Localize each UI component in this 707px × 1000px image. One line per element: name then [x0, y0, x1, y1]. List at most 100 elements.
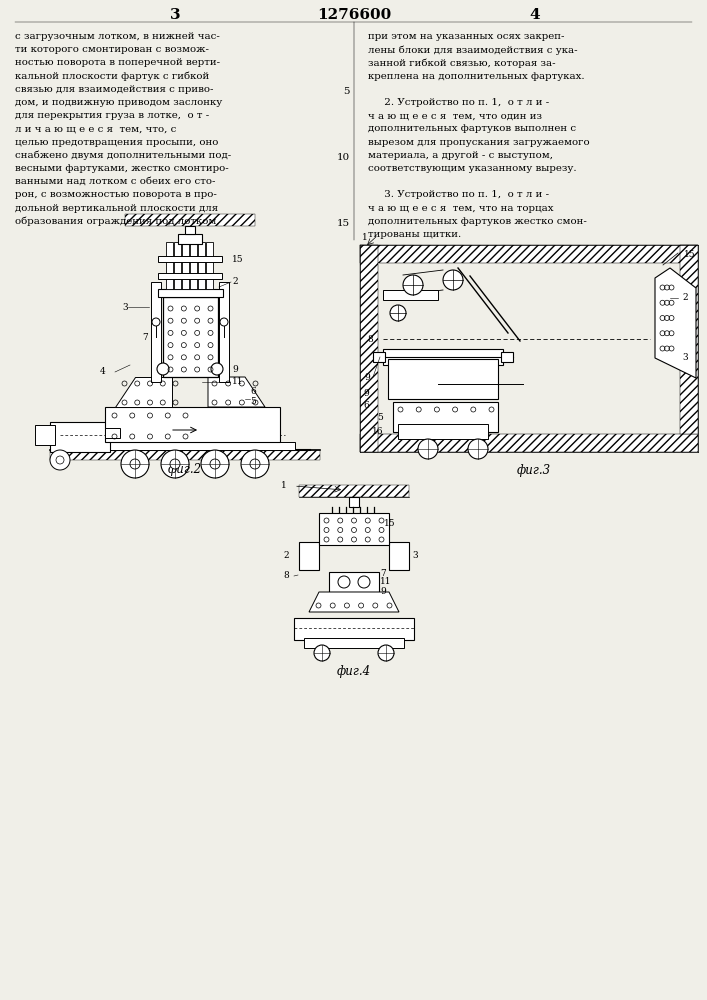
Text: с загрузочным лотком, в нижней час-: с загрузочным лотком, в нижней час-	[15, 32, 220, 41]
Circle shape	[201, 450, 229, 478]
Bar	[151, 282, 161, 382]
Bar	[501, 352, 513, 362]
Bar	[50, 422, 110, 452]
Text: 15: 15	[384, 518, 396, 528]
Text: 4: 4	[100, 367, 106, 376]
Text: 8: 8	[367, 334, 373, 344]
Text: ностью поворота в поперечной верти-: ностью поворота в поперечной верти-	[15, 58, 220, 67]
Circle shape	[157, 363, 169, 375]
Text: 9: 9	[364, 372, 370, 381]
Text: снабжено двумя дополнительными под-: снабжено двумя дополнительными под-	[15, 151, 231, 160]
Bar	[398, 424, 488, 439]
Bar	[680, 245, 698, 434]
Text: 3: 3	[682, 354, 688, 362]
Text: ч а ю щ е е с я  тем, что на торцах: ч а ю щ е е с я тем, что на торцах	[368, 204, 554, 213]
Text: ванными над лотком с обеих его сто-: ванными над лотком с обеих его сто-	[15, 177, 216, 186]
Text: 6: 6	[363, 401, 369, 410]
Text: 2: 2	[284, 552, 289, 560]
Bar	[158, 256, 222, 262]
Bar	[50, 450, 320, 460]
Text: связью для взаимодействия с приво-: связью для взаимодействия с приво-	[15, 85, 214, 94]
Text: 7: 7	[142, 332, 148, 342]
Text: весными фартуками, жестко смонтиро-: весными фартуками, жестко смонтиро-	[15, 164, 229, 173]
Text: дополнительных фартуков жестко смон-: дополнительных фартуков жестко смон-	[368, 217, 587, 226]
Text: 11: 11	[232, 377, 243, 386]
Bar	[35, 425, 55, 445]
Bar	[158, 289, 223, 297]
Bar	[178, 234, 202, 244]
Bar	[319, 513, 389, 545]
Circle shape	[210, 459, 220, 469]
Text: 9: 9	[363, 389, 369, 398]
Circle shape	[56, 456, 64, 464]
Text: 5: 5	[250, 397, 256, 406]
Bar	[360, 245, 378, 452]
Bar	[158, 273, 222, 279]
Polygon shape	[309, 592, 399, 612]
Bar	[383, 349, 503, 365]
Bar	[304, 638, 404, 648]
Text: 7: 7	[380, 570, 386, 578]
Text: 9: 9	[380, 587, 386, 596]
Circle shape	[121, 450, 149, 478]
Bar	[105, 428, 120, 438]
Text: 1: 1	[281, 481, 287, 489]
Circle shape	[468, 439, 488, 459]
Text: 15: 15	[232, 254, 244, 263]
Circle shape	[358, 576, 370, 588]
Text: лены блоки для взаимодействия с ука-: лены блоки для взаимодействия с ука-	[368, 45, 578, 55]
Bar	[105, 442, 295, 450]
Text: 6: 6	[250, 386, 256, 395]
Text: 5: 5	[377, 412, 383, 422]
Circle shape	[220, 318, 228, 326]
Text: 8: 8	[284, 572, 289, 580]
Bar	[360, 245, 698, 263]
Text: 3. Устройство по п. 1,  о т л и -: 3. Устройство по п. 1, о т л и -	[368, 190, 549, 199]
Circle shape	[50, 450, 70, 470]
Bar	[360, 434, 698, 452]
Text: 10: 10	[337, 153, 350, 162]
Text: 4: 4	[530, 8, 540, 22]
Text: 2: 2	[232, 277, 238, 286]
Text: рон, с возможностью поворота в про-: рон, с возможностью поворота в про-	[15, 190, 217, 199]
Text: фиг.4: фиг.4	[337, 665, 371, 678]
Text: образования ограждения под лотком,: образования ограждения под лотком,	[15, 217, 220, 226]
Text: 1276600: 1276600	[317, 8, 391, 22]
Text: при этом на указанных осях закреп-: при этом на указанных осях закреп-	[368, 32, 564, 41]
Text: кальной плоскости фартук с гибкой: кальной плоскости фартук с гибкой	[15, 72, 209, 81]
Bar	[182, 242, 189, 289]
Text: 3: 3	[170, 8, 180, 22]
Bar	[349, 497, 359, 507]
Bar	[163, 297, 218, 377]
Text: 5: 5	[344, 87, 350, 96]
Text: ти которого смонтирован с возмож-: ти которого смонтирован с возмож-	[15, 45, 209, 54]
Text: вырезом для пропускания загружаемого: вырезом для пропускания загружаемого	[368, 138, 590, 147]
Text: 9: 9	[232, 364, 238, 373]
Bar	[373, 352, 385, 362]
Text: занной гибкой связью, которая за-: занной гибкой связью, которая за-	[368, 58, 556, 68]
Text: 3: 3	[122, 302, 128, 312]
Circle shape	[130, 459, 140, 469]
Text: 16: 16	[371, 428, 383, 436]
Bar	[198, 242, 205, 289]
Bar	[219, 282, 229, 382]
Polygon shape	[115, 377, 172, 407]
Bar	[206, 242, 213, 289]
Text: 15: 15	[337, 219, 350, 228]
Text: дом, и подвижную приводом заслонку: дом, и подвижную приводом заслонку	[15, 98, 222, 107]
Bar	[388, 359, 498, 399]
Polygon shape	[208, 377, 265, 407]
Text: соответствующим указанному вырезу.: соответствующим указанному вырезу.	[368, 164, 577, 173]
Bar	[389, 542, 409, 570]
Circle shape	[403, 275, 423, 295]
Circle shape	[443, 270, 463, 290]
Text: тированы щитки.: тированы щитки.	[368, 230, 461, 239]
Text: л и ч а ю щ е е с я  тем, что, с: л и ч а ю щ е е с я тем, что, с	[15, 124, 176, 133]
Text: фиг.3: фиг.3	[517, 464, 551, 477]
Text: материала, а другой - с выступом,: материала, а другой - с выступом,	[368, 151, 553, 160]
Bar	[185, 226, 195, 234]
Bar	[299, 485, 409, 497]
Circle shape	[152, 318, 160, 326]
Circle shape	[161, 450, 189, 478]
Circle shape	[170, 459, 180, 469]
